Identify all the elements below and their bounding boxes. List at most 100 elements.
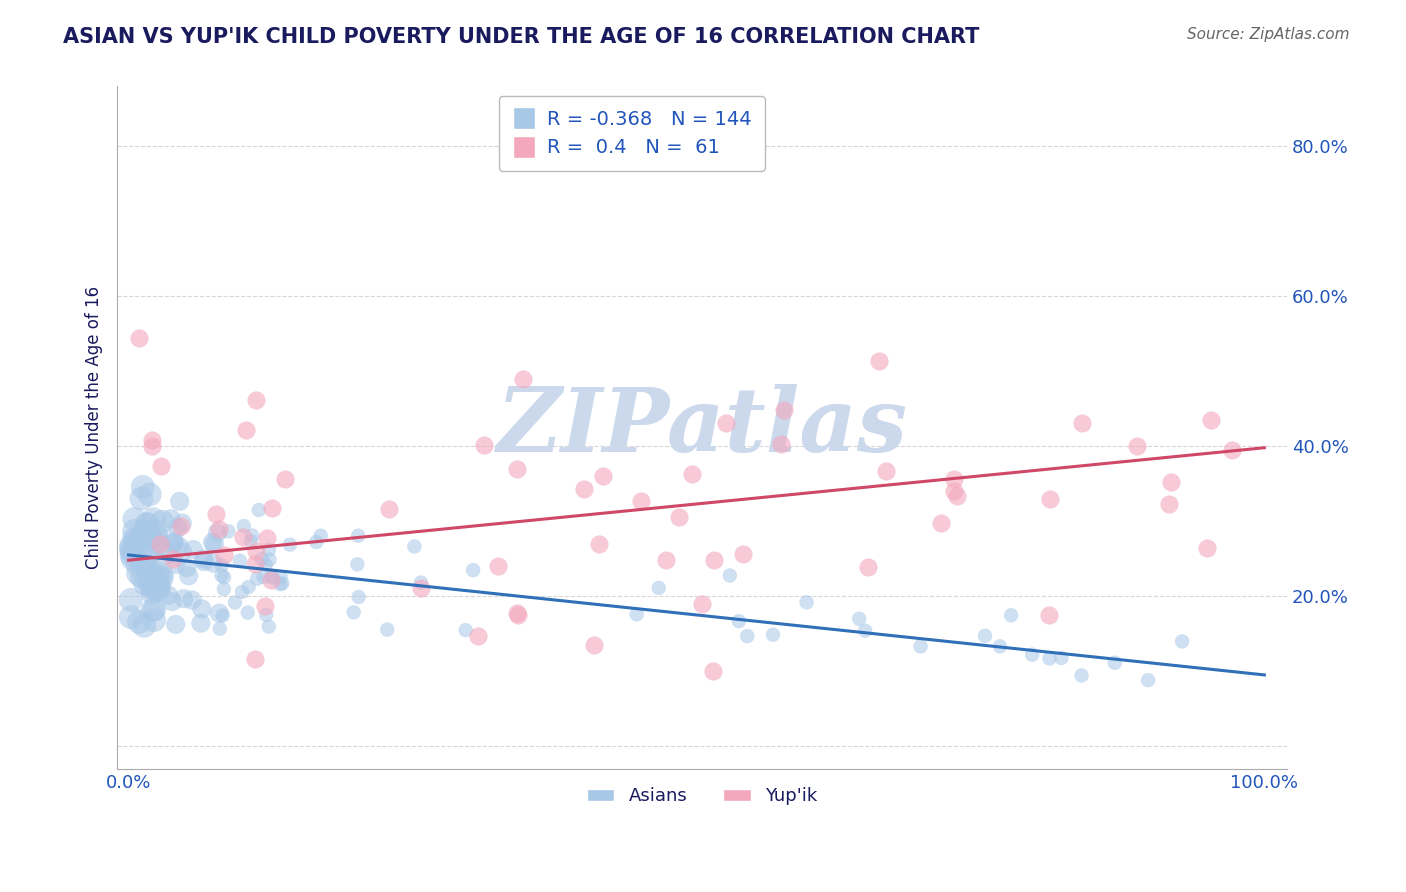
Point (145, 524, 167, 539)
Point (1038, 651, 1060, 665)
Point (347, 529, 370, 543)
Point (166, 521, 188, 535)
Point (150, 515, 173, 529)
Point (176, 560, 198, 574)
Point (122, 532, 145, 546)
Point (224, 596, 246, 610)
Point (235, 424, 257, 438)
Point (172, 516, 194, 530)
Point (270, 570, 292, 584)
Point (149, 458, 172, 473)
Point (120, 593, 142, 607)
Point (346, 558, 368, 572)
Point (143, 576, 166, 591)
Point (208, 522, 231, 536)
Point (943, 484, 966, 499)
Point (505, 607, 527, 621)
Point (454, 623, 477, 637)
Point (727, 614, 749, 628)
Point (309, 529, 332, 543)
Point (409, 581, 432, 595)
Point (463, 563, 485, 577)
Point (254, 607, 277, 622)
Point (718, 568, 741, 582)
Point (181, 593, 204, 607)
Point (796, 595, 818, 609)
Point (409, 575, 432, 590)
Point (127, 566, 149, 581)
Point (132, 527, 155, 541)
Point (259, 552, 281, 566)
Point (136, 516, 159, 531)
Point (974, 629, 997, 643)
Point (211, 558, 233, 573)
Point (1137, 673, 1160, 688)
Point (208, 622, 231, 636)
Point (278, 538, 301, 552)
Point (250, 552, 273, 566)
Point (139, 574, 162, 588)
Point (145, 529, 167, 543)
Legend: Asians, Yup'ik: Asians, Yup'ik (578, 778, 827, 814)
Point (655, 553, 678, 567)
Point (512, 372, 534, 386)
Point (1220, 443, 1243, 458)
Point (149, 539, 172, 553)
Point (134, 619, 156, 633)
Point (204, 537, 226, 551)
Point (1126, 439, 1149, 453)
Point (124, 512, 146, 526)
Point (138, 487, 160, 501)
Point (135, 549, 157, 564)
Point (131, 570, 153, 584)
Point (141, 434, 163, 448)
Point (347, 590, 370, 604)
Point (260, 573, 283, 587)
Point (252, 570, 274, 584)
Point (162, 536, 184, 550)
Point (128, 536, 150, 550)
Point (153, 549, 176, 563)
Point (149, 536, 172, 550)
Point (125, 533, 148, 547)
Point (467, 629, 489, 643)
Point (212, 548, 235, 562)
Point (141, 603, 163, 617)
Point (1195, 541, 1218, 555)
Point (153, 567, 176, 582)
Point (163, 533, 186, 548)
Point (211, 608, 233, 623)
Point (135, 524, 157, 539)
Point (143, 602, 166, 616)
Point (343, 605, 366, 619)
Point (201, 535, 224, 549)
Point (165, 617, 187, 632)
Point (262, 501, 284, 516)
Point (868, 353, 890, 368)
Point (1039, 492, 1062, 507)
Point (875, 464, 897, 478)
Point (141, 585, 163, 599)
Point (305, 535, 328, 549)
Point (202, 556, 225, 570)
Point (167, 540, 190, 554)
Point (231, 585, 253, 599)
Point (128, 615, 150, 629)
Point (160, 512, 183, 526)
Point (1171, 634, 1194, 648)
Point (243, 651, 266, 665)
Point (506, 462, 529, 476)
Point (191, 602, 214, 616)
Point (588, 536, 610, 550)
Point (626, 607, 648, 622)
Point (136, 517, 159, 532)
Point (193, 555, 215, 569)
Point (181, 542, 204, 557)
Point (1038, 607, 1060, 622)
Point (1071, 416, 1094, 430)
Point (211, 568, 233, 582)
Point (630, 493, 652, 508)
Point (146, 566, 169, 580)
Point (929, 516, 952, 531)
Point (943, 472, 966, 486)
